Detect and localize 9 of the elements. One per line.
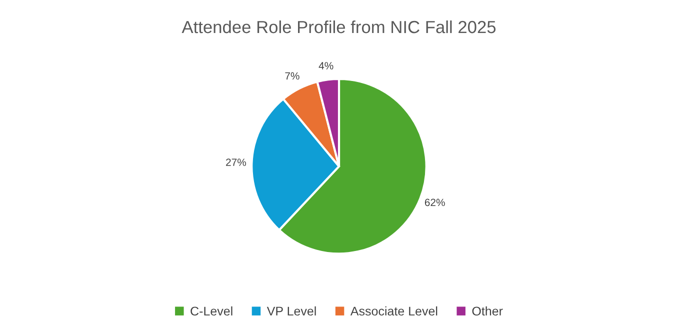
chart-title: Attendee Role Profile from NIC Fall 2025 [182,20,496,34]
data-label: 7% [285,72,300,80]
legend-label: Associate Level [350,306,438,316]
legend-label: C-Level [190,306,232,316]
data-label: 27% [226,158,246,166]
data-label: 62% [424,198,445,206]
legend-label: VP Level [266,306,316,316]
legend-label: Other [472,306,503,316]
data-label: 4% [318,62,334,70]
